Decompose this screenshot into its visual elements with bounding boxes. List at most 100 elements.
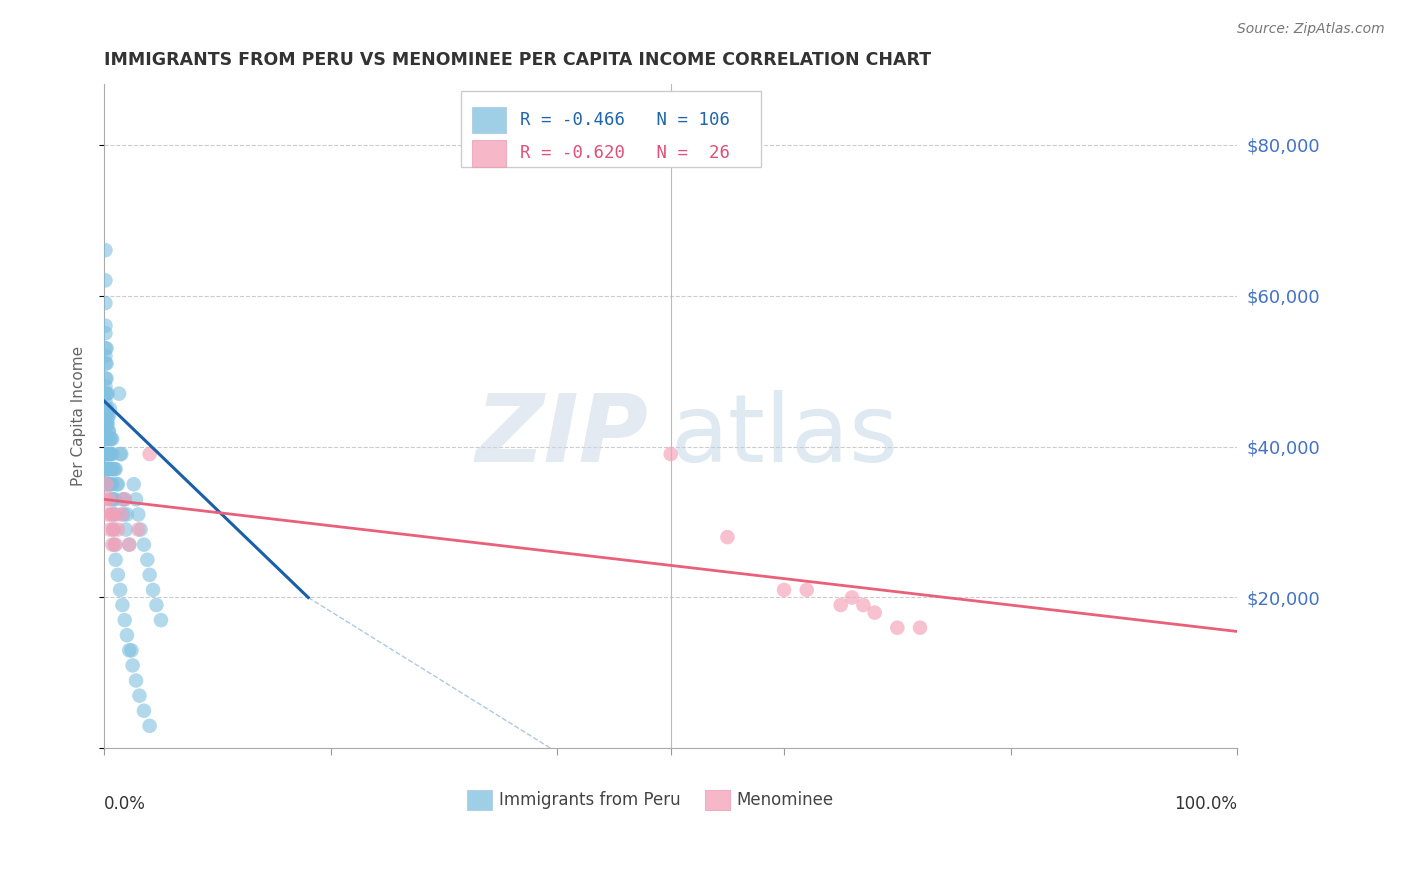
Point <box>796 582 818 597</box>
Point <box>100 492 122 507</box>
Text: Menominee: Menominee <box>737 791 834 809</box>
Point <box>107 477 129 491</box>
Point <box>100 447 122 461</box>
Point <box>114 523 136 537</box>
Point <box>94 318 117 333</box>
Point <box>94 326 117 341</box>
Point <box>94 349 117 363</box>
Point <box>863 606 886 620</box>
Point <box>132 538 155 552</box>
Point <box>118 643 141 657</box>
FancyBboxPatch shape <box>472 140 506 167</box>
Point <box>96 342 118 356</box>
Point <box>101 477 124 491</box>
Point <box>97 462 120 476</box>
Point <box>97 447 120 461</box>
Point <box>94 462 117 476</box>
FancyBboxPatch shape <box>461 91 762 167</box>
Point <box>98 477 121 491</box>
Point <box>118 538 141 552</box>
Point <box>121 643 143 657</box>
Point <box>96 462 118 476</box>
Point <box>111 598 134 612</box>
Point <box>98 401 121 416</box>
Point <box>121 658 143 673</box>
Point <box>125 673 148 688</box>
Point <box>716 530 738 544</box>
Point <box>94 432 117 446</box>
Point <box>94 409 117 424</box>
Point <box>103 462 125 476</box>
Point <box>97 462 120 476</box>
Point <box>830 598 852 612</box>
Point <box>108 386 131 401</box>
Text: 0.0%: 0.0% <box>104 795 146 813</box>
FancyBboxPatch shape <box>704 790 730 810</box>
Point <box>118 538 141 552</box>
Point <box>110 447 132 461</box>
Point <box>94 371 117 385</box>
Point <box>103 492 125 507</box>
Point <box>103 462 125 476</box>
Point <box>94 417 117 431</box>
Point <box>127 508 149 522</box>
Point <box>94 425 117 439</box>
Point <box>101 538 124 552</box>
Point <box>108 447 131 461</box>
Point <box>112 508 135 522</box>
Point <box>128 689 150 703</box>
Point <box>100 432 122 446</box>
Point <box>104 553 127 567</box>
Point <box>114 613 136 627</box>
Point <box>94 342 117 356</box>
Text: R = -0.466   N = 106: R = -0.466 N = 106 <box>520 111 730 128</box>
Point <box>96 417 118 431</box>
Point <box>104 462 127 476</box>
Point <box>96 417 118 431</box>
Point <box>107 567 129 582</box>
Point <box>108 582 131 597</box>
Point <box>96 386 118 401</box>
Point <box>96 477 118 491</box>
Point <box>94 379 117 393</box>
Point <box>97 425 120 439</box>
Point <box>908 621 931 635</box>
Text: atlas: atlas <box>671 390 898 483</box>
Point <box>104 538 127 552</box>
Point <box>96 401 118 416</box>
Point <box>94 401 117 416</box>
Point <box>659 447 682 461</box>
Point <box>94 296 117 310</box>
Point <box>94 394 117 409</box>
Y-axis label: Per Capita Income: Per Capita Income <box>72 346 86 486</box>
Point <box>98 432 121 446</box>
Point <box>101 508 124 522</box>
Point <box>94 244 117 258</box>
Point <box>98 523 121 537</box>
Point <box>841 591 863 605</box>
Point <box>97 462 120 476</box>
Point <box>101 432 124 446</box>
Point <box>100 508 122 522</box>
Point <box>145 598 167 612</box>
Point <box>94 447 117 461</box>
Point <box>103 492 125 507</box>
Text: R = -0.620   N =  26: R = -0.620 N = 26 <box>520 145 730 162</box>
Point <box>94 417 117 431</box>
Point <box>97 417 120 431</box>
Point <box>138 719 160 733</box>
Point <box>97 386 120 401</box>
Text: Source: ZipAtlas.com: Source: ZipAtlas.com <box>1237 22 1385 37</box>
Point <box>96 401 118 416</box>
Point <box>129 523 152 537</box>
Point <box>97 432 120 446</box>
FancyBboxPatch shape <box>467 790 492 810</box>
Point <box>110 508 132 522</box>
Point <box>97 508 120 522</box>
Point <box>103 508 125 522</box>
Point <box>94 432 117 446</box>
Point <box>103 523 125 537</box>
Point <box>132 704 155 718</box>
Point <box>127 523 149 537</box>
Point <box>97 409 120 424</box>
